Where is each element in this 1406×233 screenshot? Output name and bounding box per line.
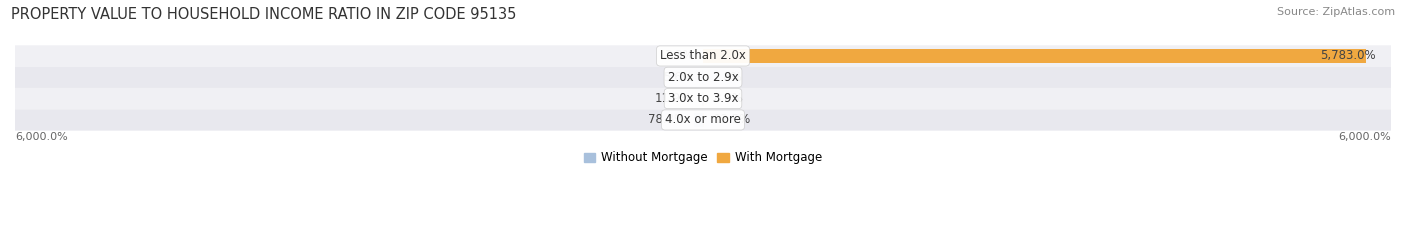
Text: 12.5%: 12.5% xyxy=(714,113,751,127)
Text: 2.0x to 2.9x: 2.0x to 2.9x xyxy=(668,71,738,84)
Text: 6,000.0%: 6,000.0% xyxy=(1339,132,1391,142)
Text: 8.6%: 8.6% xyxy=(713,92,742,105)
Bar xyxy=(695,113,703,127)
FancyBboxPatch shape xyxy=(15,109,1391,131)
Bar xyxy=(703,49,1367,63)
Text: 5,783.0%: 5,783.0% xyxy=(1320,49,1375,62)
Bar xyxy=(703,113,704,127)
Text: 1.8%: 1.8% xyxy=(713,71,742,84)
Legend: Without Mortgage, With Mortgage: Without Mortgage, With Mortgage xyxy=(579,147,827,169)
Text: 4.0x or more: 4.0x or more xyxy=(665,113,741,127)
FancyBboxPatch shape xyxy=(15,67,1391,88)
Text: 3.0x to 3.9x: 3.0x to 3.9x xyxy=(668,92,738,105)
FancyBboxPatch shape xyxy=(15,45,1391,67)
FancyBboxPatch shape xyxy=(15,88,1391,109)
Text: 5.6%: 5.6% xyxy=(664,71,693,84)
Text: 11.9%: 11.9% xyxy=(655,92,693,105)
Text: 78.3%: 78.3% xyxy=(648,113,685,127)
Text: Less than 2.0x: Less than 2.0x xyxy=(659,49,747,62)
Text: 6,000.0%: 6,000.0% xyxy=(15,132,67,142)
Text: PROPERTY VALUE TO HOUSEHOLD INCOME RATIO IN ZIP CODE 95135: PROPERTY VALUE TO HOUSEHOLD INCOME RATIO… xyxy=(11,7,516,22)
Text: Source: ZipAtlas.com: Source: ZipAtlas.com xyxy=(1277,7,1395,17)
Text: 3.3%: 3.3% xyxy=(664,49,693,62)
